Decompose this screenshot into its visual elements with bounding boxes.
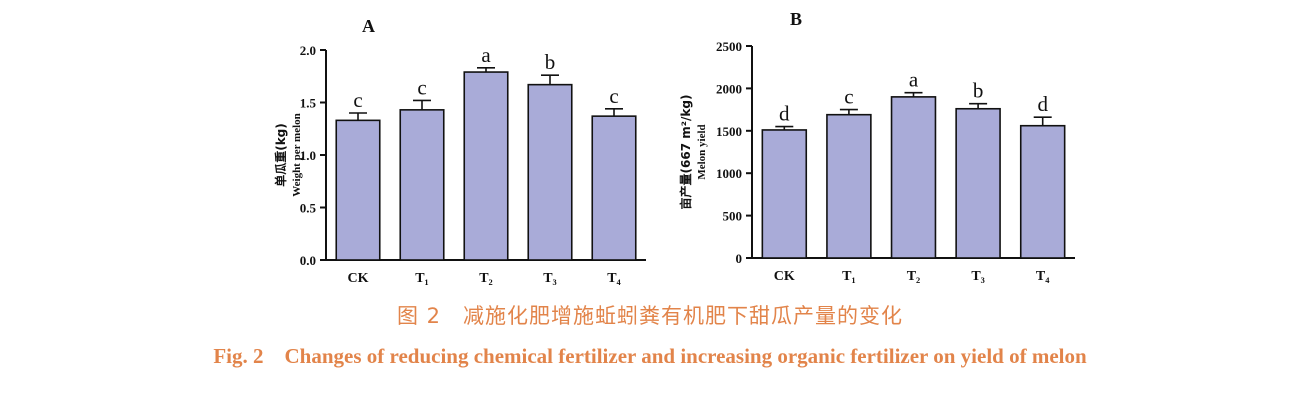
x-tick-label: T₁ [415, 271, 429, 286]
y-tick-label: 1500 [716, 124, 742, 139]
bar [955, 107, 1001, 259]
y-tick-label: 0.0 [300, 253, 316, 268]
y-axis-label-chinese: 单瓜重(kg) [273, 123, 288, 187]
chart-panel-B: B 0 500 1000 1500 2000 2500 亩产量(667 m²/kg) Melon… [678, 9, 1075, 284]
panel-letter: A [362, 16, 375, 36]
caption-english: Fig. 2 Changes of reducing chemical fert… [213, 344, 1087, 368]
significance-label: a [909, 68, 919, 92]
panel-letter: B [790, 9, 802, 29]
x-tick-label: T₁ [842, 269, 856, 284]
y-tick-label: 2500 [716, 39, 742, 54]
y-tick-label: 1.0 [300, 148, 316, 163]
bar [399, 109, 445, 261]
y-axis-label-english: Weight per melon [291, 113, 303, 197]
y-tick-label: 1000 [716, 166, 742, 181]
x-tick-label: T₄ [607, 271, 621, 286]
bar [1019, 124, 1066, 259]
chart-panel-A: A 0.0 0.5 1.0 1.5 2.0 单瓜重(kg) Weight per melon c… [273, 16, 646, 286]
bar [335, 119, 381, 261]
significance-label: c [353, 88, 362, 112]
y-axis-label-chinese: 亩产量(667 m²/kg) [678, 95, 693, 210]
y-tick-label: 0.5 [300, 201, 317, 216]
x-tick-label: CK [348, 271, 369, 286]
significance-label: d [1037, 92, 1048, 116]
y-tick-label: 1.5 [300, 96, 317, 111]
significance-label: a [481, 43, 491, 67]
x-tick-label: T₂ [907, 269, 921, 284]
x-tick-label: T₂ [479, 271, 493, 286]
significance-label: d [779, 102, 790, 126]
bar [591, 115, 637, 261]
y-tick-label: 0 [736, 251, 743, 266]
significance-label: c [417, 75, 426, 99]
x-tick-label: T₃ [543, 271, 557, 286]
bar [890, 96, 937, 259]
bar [527, 83, 573, 261]
x-tick-label: T₃ [971, 269, 985, 284]
significance-label: b [545, 50, 556, 74]
bar-charts: A 0.0 0.5 1.0 1.5 2.0 单瓜重(kg) Weight per melon c… [273, 9, 1075, 286]
y-tick-label: 500 [723, 209, 743, 224]
x-tick-label: T₄ [1036, 269, 1050, 284]
y-axis-label-english: Melon yield [696, 124, 708, 179]
y-tick-label: 2000 [716, 81, 742, 96]
caption-chinese: 图 2 减施化肥增施蚯蚓粪有机肥下甜瓜产量的变化 [396, 304, 904, 328]
bar [761, 129, 808, 259]
significance-label: c [609, 84, 618, 108]
significance-label: b [973, 79, 984, 103]
bar [463, 71, 509, 261]
y-tick-label: 2.0 [300, 43, 316, 58]
x-tick-label: CK [774, 269, 795, 284]
bar [826, 113, 872, 259]
significance-label: c [844, 85, 853, 109]
